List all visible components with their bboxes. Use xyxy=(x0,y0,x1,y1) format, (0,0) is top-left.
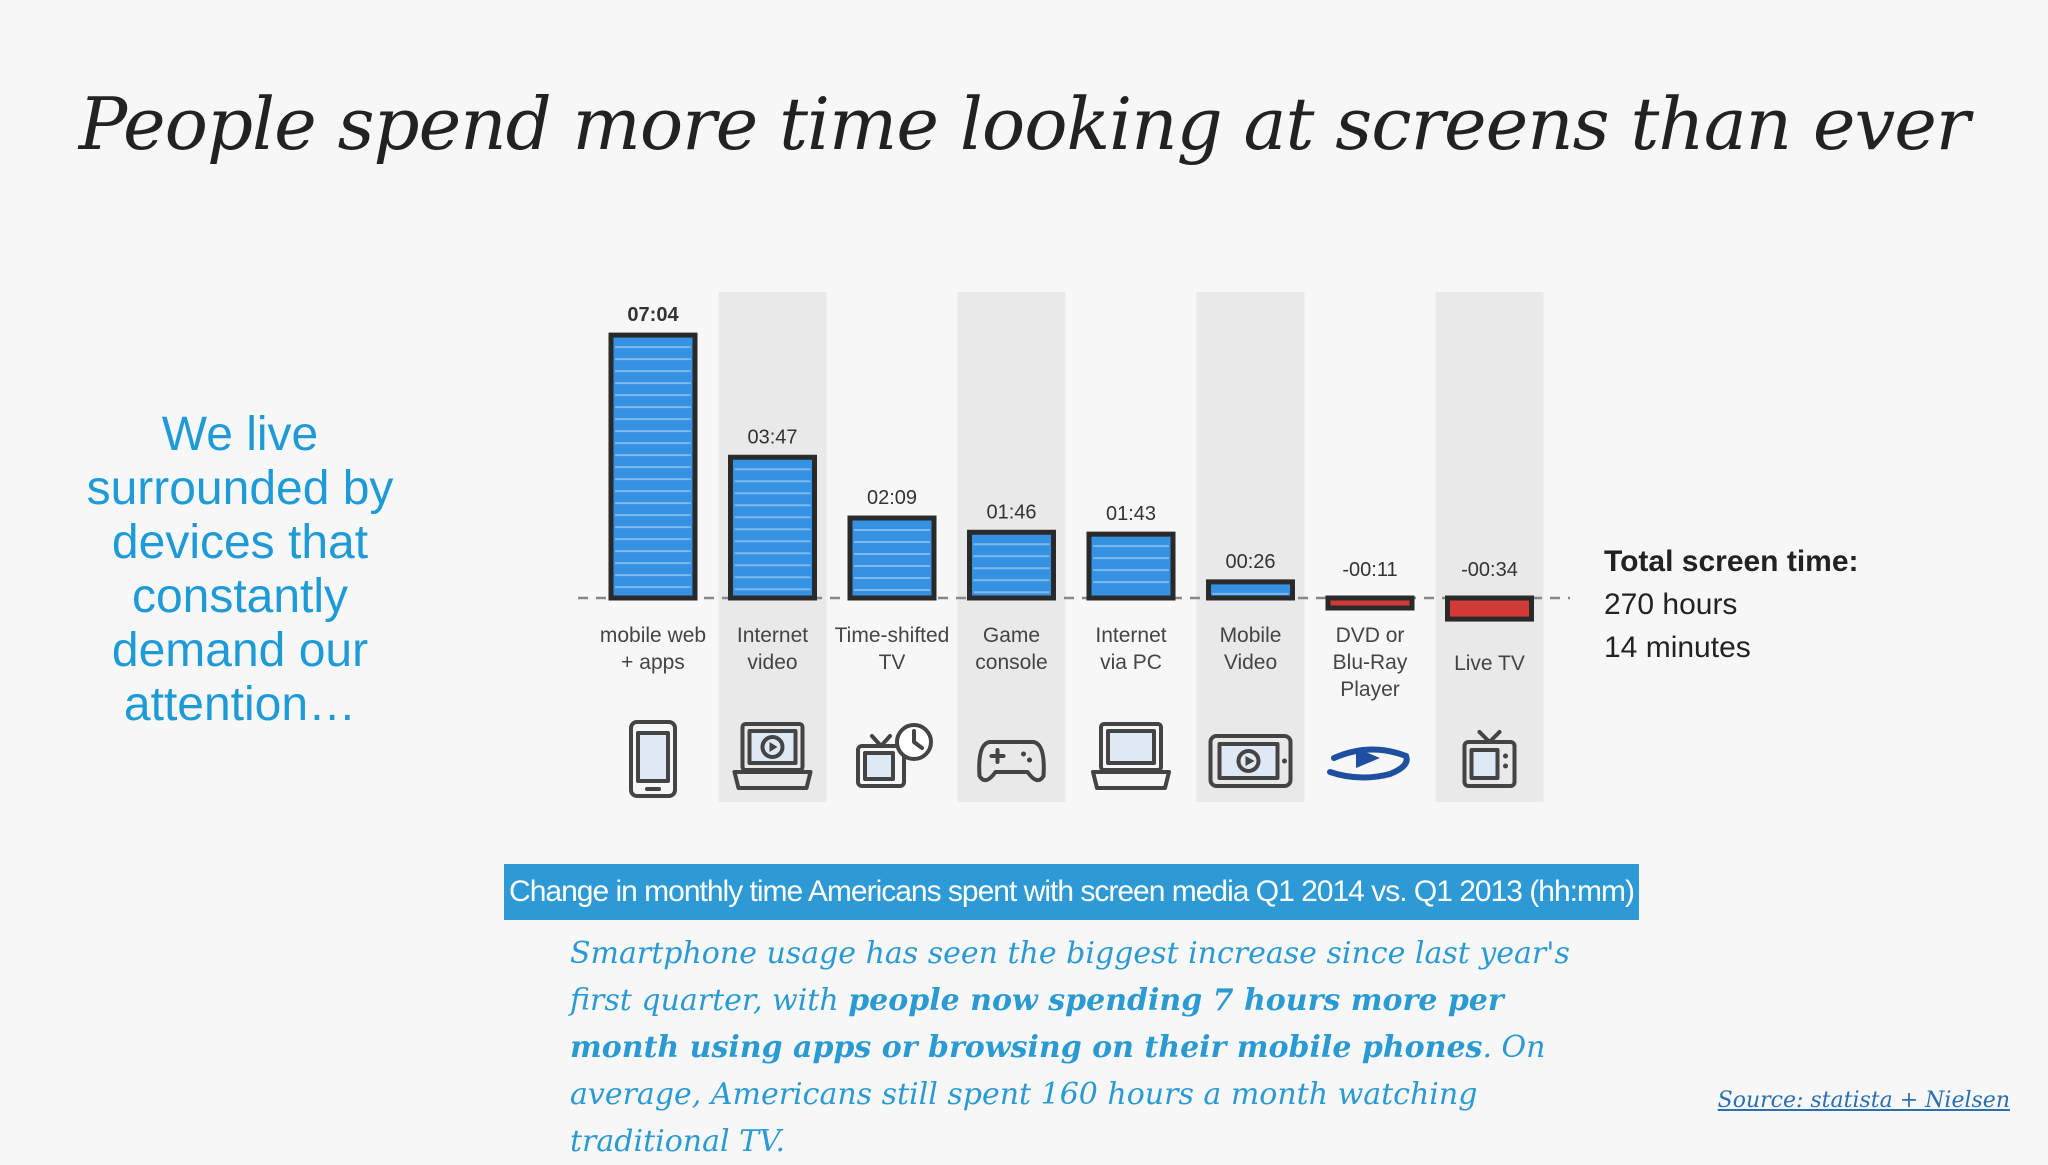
category-label: Time-shifted xyxy=(835,624,950,647)
tv-clock-icon xyxy=(912,729,924,750)
category-label: Game xyxy=(983,624,1040,647)
value-label: -00:11 xyxy=(1342,559,1397,581)
tablet-video-icon xyxy=(1245,756,1255,766)
slide-title: People spend more time looking at screen… xyxy=(78,82,1970,166)
gamepad-icon xyxy=(1021,751,1026,757)
value-label: 02:09 xyxy=(867,487,917,509)
laptop-video-icon xyxy=(732,770,813,790)
category-label: Live TV xyxy=(1454,652,1525,675)
tv-clock-icon xyxy=(870,734,883,748)
tv-icon xyxy=(1469,748,1500,780)
category-label: Player xyxy=(1340,678,1400,701)
total-minutes: 14 minutes xyxy=(1604,631,1751,664)
gamepad-icon xyxy=(977,740,1046,783)
value-label: -00:34 xyxy=(1461,559,1518,581)
tv-icon xyxy=(1487,730,1502,744)
bluray-icon xyxy=(1356,748,1380,768)
category-label: TV xyxy=(879,651,906,674)
category-label: console xyxy=(975,651,1047,674)
bluray-icon xyxy=(1327,746,1410,781)
laptop-icon xyxy=(1091,770,1171,790)
summary-part1: Smartphone usage has seen the biggest in… xyxy=(570,936,1570,1018)
column-band xyxy=(1196,292,1305,802)
laptop-icon xyxy=(1106,729,1156,765)
value-label: 01:46 xyxy=(986,501,1036,523)
chart-caption: Change in monthly time Americans spent w… xyxy=(504,864,1639,920)
source-link[interactable]: Source: statista + Nielsen xyxy=(1717,1088,2010,1113)
tv-clock-icon xyxy=(879,734,892,748)
total-screen-time: Total screen time: 270 hours 14 minutes xyxy=(1604,540,1859,669)
column-band xyxy=(1435,292,1544,802)
gamepad-icon xyxy=(989,748,1006,764)
tablet-video-icon xyxy=(1282,758,1287,764)
tv-icon xyxy=(1503,753,1508,759)
total-hours: 270 hours xyxy=(1604,588,1738,621)
laptop-video-icon xyxy=(769,742,778,752)
tagline: We live surrounded by devices that const… xyxy=(86,408,394,731)
category-label: Video xyxy=(1224,651,1277,674)
summary-bold: people now spending 7 hours more per mon… xyxy=(570,983,1504,1065)
category-label: video xyxy=(747,651,797,674)
summary-part2: . On average, Americans still spent 160 … xyxy=(570,1030,1546,1159)
value-label: 00:26 xyxy=(1225,551,1275,573)
value-label: 07:04 xyxy=(627,304,679,326)
total-label: Total screen time: xyxy=(1604,545,1859,578)
category-label: Mobile xyxy=(1220,624,1282,647)
bar xyxy=(1206,579,1295,601)
bar xyxy=(1086,531,1176,601)
tv-icon xyxy=(1503,763,1508,769)
summary-text: Smartphone usage has seen the biggest in… xyxy=(570,930,1610,1165)
laptop-video-icon xyxy=(760,735,785,759)
category-label: Internet xyxy=(1095,624,1166,647)
bar xyxy=(1325,595,1415,611)
category-label: DVD or xyxy=(1336,624,1405,647)
category-label: via PC xyxy=(1100,651,1162,674)
category-label: mobile web xyxy=(600,624,706,647)
category-label: + apps xyxy=(621,651,685,674)
category-label: Internet xyxy=(737,624,808,647)
bar xyxy=(847,515,937,601)
tv-clock-icon xyxy=(863,751,895,781)
tablet-video-icon xyxy=(1236,749,1261,773)
tablet-video-icon xyxy=(1208,734,1293,788)
value-label: 01:43 xyxy=(1106,503,1156,525)
gamepad-icon xyxy=(1027,757,1032,763)
value-label: 03:47 xyxy=(747,426,797,448)
bar xyxy=(967,529,1056,601)
category-label: Blu-Ray xyxy=(1333,651,1408,674)
tv-icon xyxy=(1477,730,1492,744)
smartphone-icon xyxy=(636,731,670,783)
smartphone-icon xyxy=(629,720,677,798)
bar xyxy=(1445,595,1534,622)
